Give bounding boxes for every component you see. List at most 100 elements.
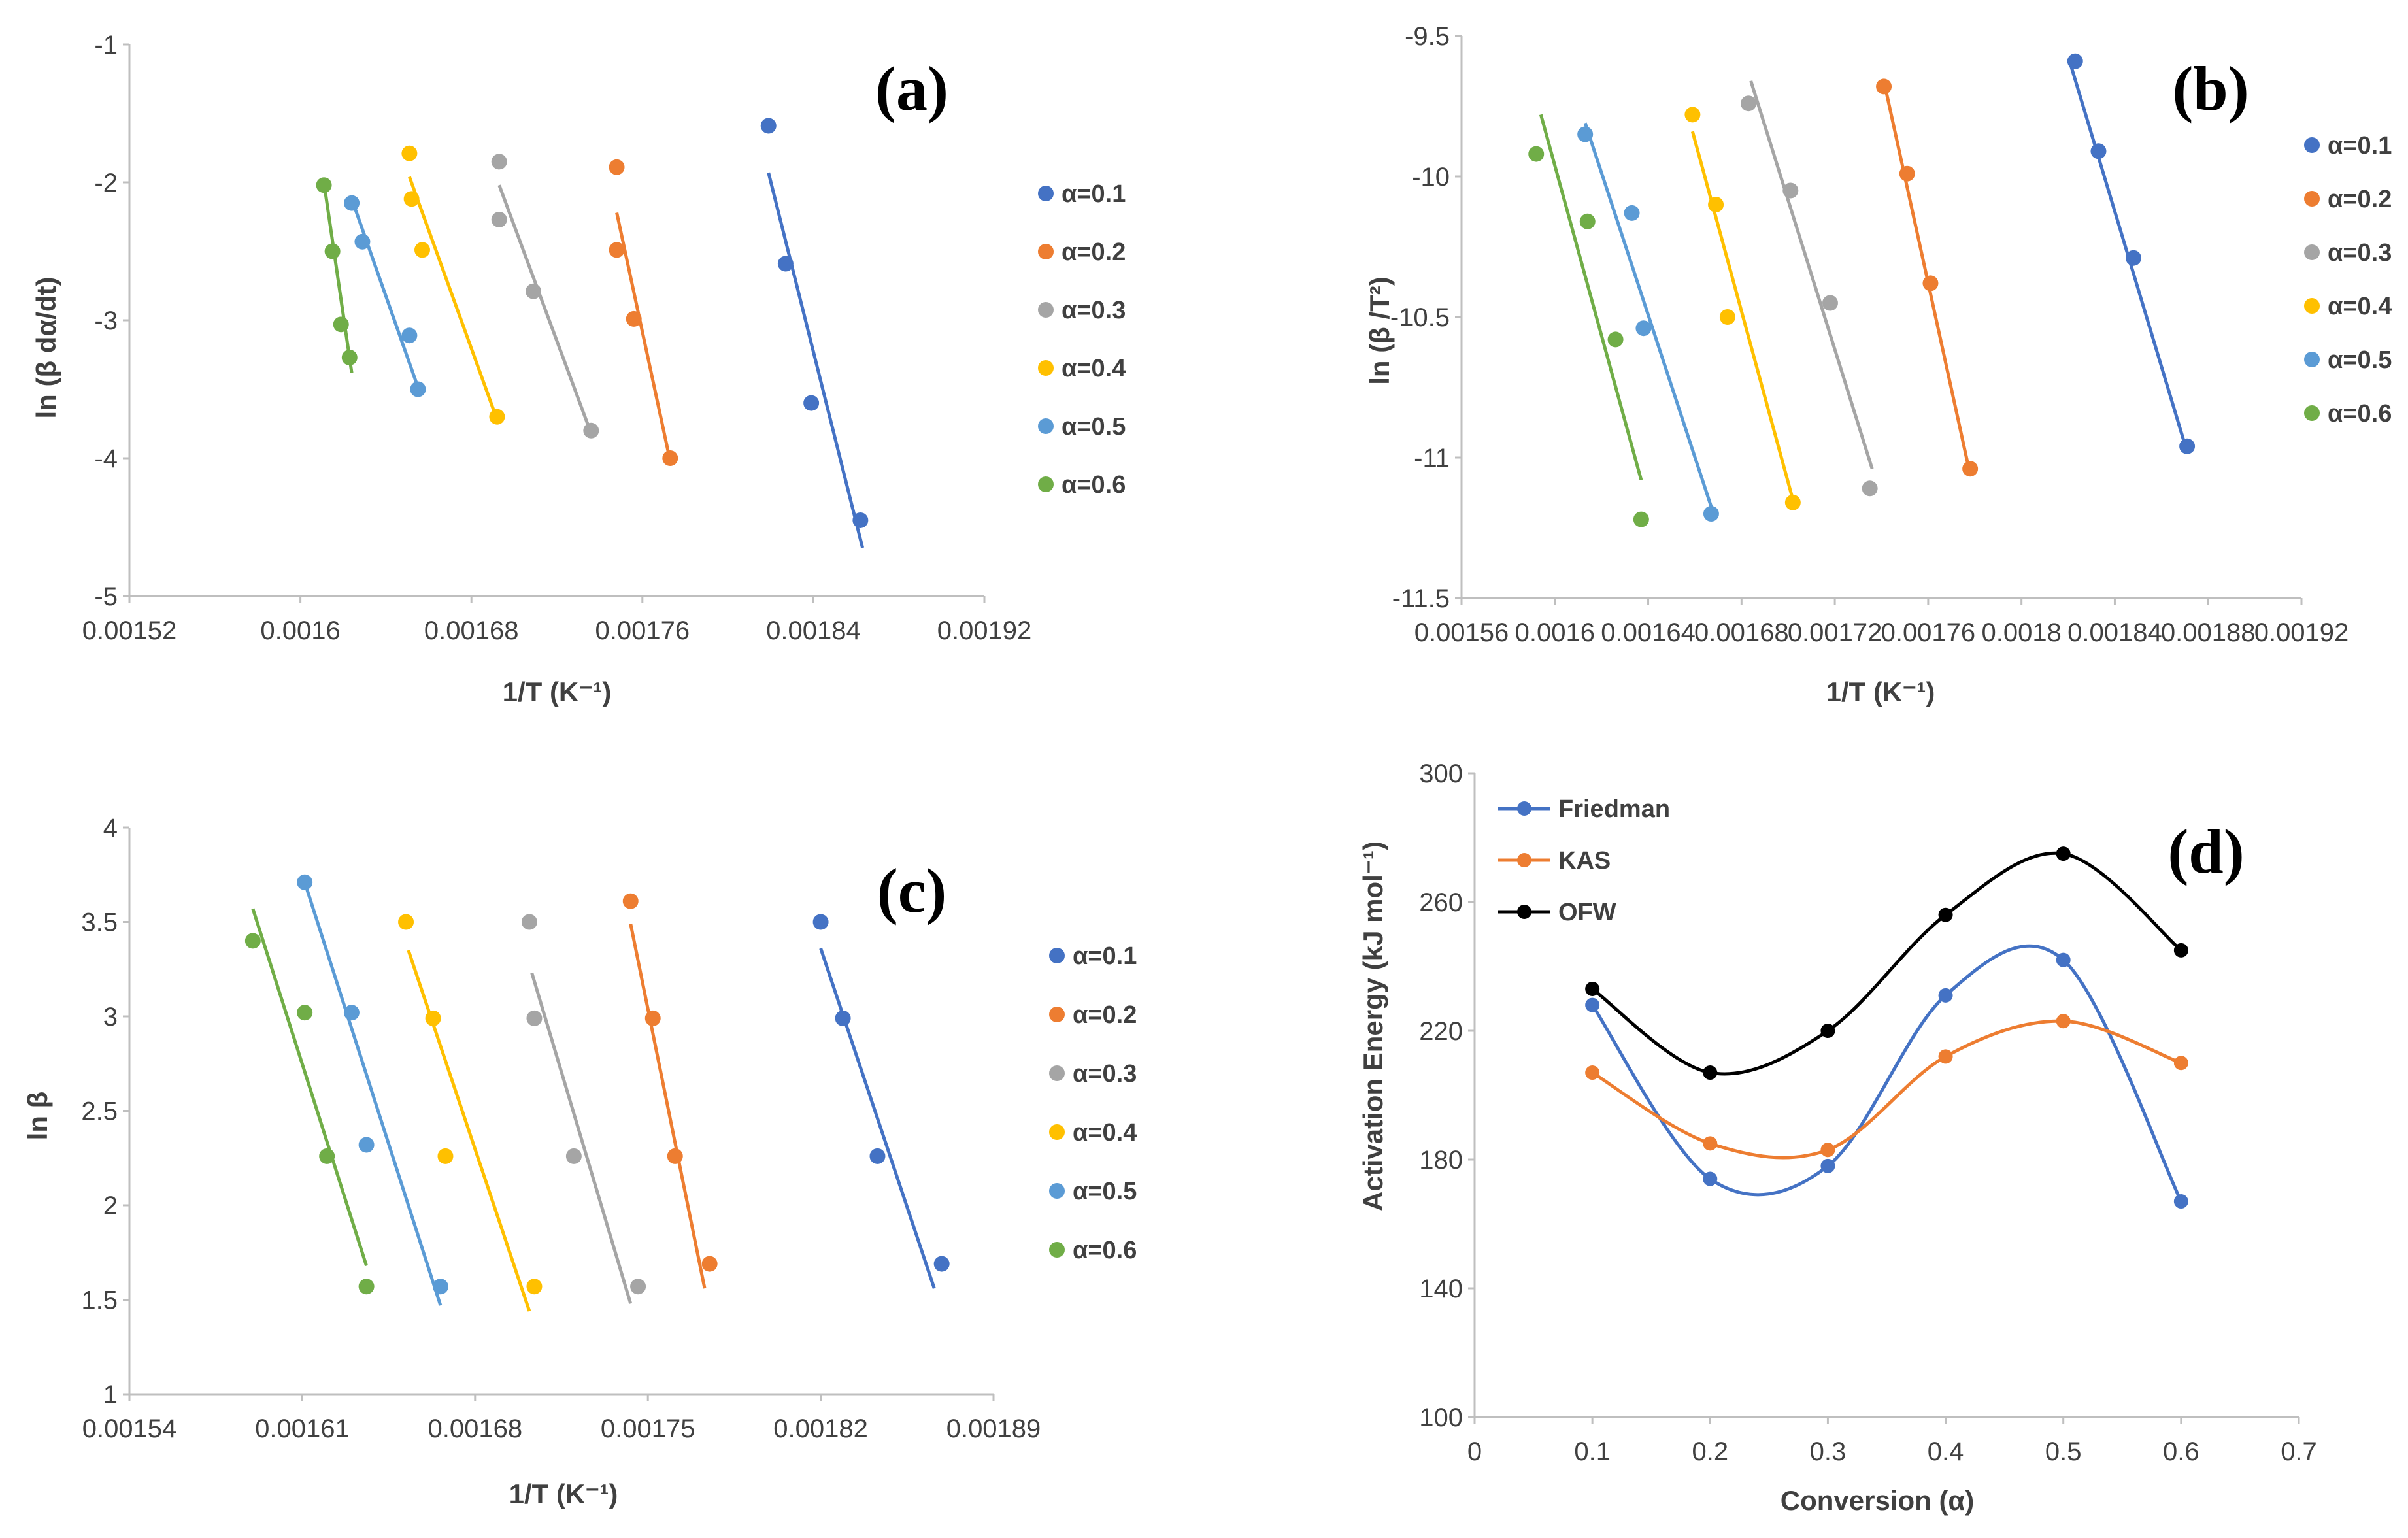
panel-c-data-point <box>622 893 639 909</box>
panel-b-data-point <box>1922 275 1939 292</box>
panel-a-legend-marker <box>1038 244 1054 259</box>
panel-a-data-point <box>491 211 507 227</box>
panel-d-x-tick-label: 0.4 <box>1928 1437 1964 1466</box>
panel-a-data-point <box>489 409 505 425</box>
panel-a-series-1 <box>760 118 869 548</box>
panel-c-data-point <box>869 1148 886 1164</box>
panel-c-x-tick-label: 0.00168 <box>428 1414 523 1443</box>
panel-a-legend-marker <box>1038 302 1054 318</box>
panel-b-y-tick-label: -10 <box>1412 163 1450 192</box>
panel-a-data-point <box>609 242 625 258</box>
panel-a-legend-label: α=0.6 <box>1062 471 1126 499</box>
panel-b-x-tick-label: 0.00184 <box>2067 618 2162 647</box>
panel-a-legend-entry: α=0.6 <box>1038 471 1126 499</box>
panel-c-data-point <box>297 874 313 890</box>
panel-d-legend-entry: Friedman <box>1498 795 1670 823</box>
panel-a-series-6 <box>316 177 358 373</box>
panel-d-data-point <box>2173 1056 2188 1071</box>
panel-c-data-point <box>933 1256 950 1272</box>
panel-b-legend-label: α=0.1 <box>2328 132 2392 159</box>
panel-c-series-1 <box>812 914 950 1289</box>
panel-c-data-point <box>297 1005 313 1021</box>
panel-c-legend-label: α=0.1 <box>1073 943 1137 970</box>
panel-d-x-tick-label: 0.5 <box>2045 1437 2082 1466</box>
panel-d-legend-marker <box>1517 801 1531 816</box>
panel-a-legend-marker <box>1038 186 1054 201</box>
panel-b-legend-marker <box>2304 137 2320 153</box>
panel-a-trendline <box>767 172 865 548</box>
panel-a-series-3 <box>491 154 599 439</box>
panel-c: (c) 1/T (K⁻¹) ln β 0.00154 0.00161 0.00168… <box>22 814 1137 1509</box>
panel-c-data-point <box>526 1010 543 1026</box>
panel-d-legend-label: OFW <box>1558 899 1616 926</box>
panel-c-legend-label: α=0.5 <box>1073 1178 1137 1205</box>
panel-b-legend-entry: α=0.5 <box>2304 346 2392 374</box>
panel-c-y-tick-label: 2 <box>103 1192 118 1220</box>
panel-b-legend-label: α=0.5 <box>2328 346 2392 374</box>
panel-b-series-4 <box>1684 107 1801 510</box>
panel-b-legend-marker <box>2304 405 2320 421</box>
panel-b-legend-label: α=0.2 <box>2328 186 2392 213</box>
panel-d-legend-entry: KAS <box>1498 847 1611 875</box>
panel-a-legend-entry: α=0.1 <box>1038 180 1126 208</box>
panel-a-x-tick-label: 0.00168 <box>424 616 519 645</box>
panel-c-y-tick-label: 1 <box>103 1380 118 1409</box>
panel-c-legend-marker <box>1049 1007 1065 1022</box>
panel-a-x-tick-label: 0.00152 <box>82 616 177 645</box>
panel-d-data-point <box>1585 1065 1600 1080</box>
panel-b-legend-label: α=0.3 <box>2328 239 2392 267</box>
panel-b-trendline <box>1539 114 1643 481</box>
panel-d-data-point <box>1938 907 1953 922</box>
panel-b-legend-entry: α=0.1 <box>2304 132 2392 159</box>
panel-c-legend-entry: α=0.2 <box>1049 1001 1137 1029</box>
panel-a-data-point <box>344 195 360 211</box>
panel-a-label: (a) <box>875 54 948 124</box>
panel-c-data-point <box>565 1148 582 1164</box>
panel-c-legend-marker <box>1049 1065 1065 1081</box>
panel-a-trendline <box>615 212 672 461</box>
panel-c-trendline <box>819 948 936 1289</box>
panel-b-y-tick-label: -11 <box>1414 444 1450 473</box>
panel-d-data-point <box>1703 1065 1718 1080</box>
panel-d-series-line <box>1591 851 2182 1076</box>
panel-a-trendline <box>497 184 593 434</box>
panel-d-data-point <box>1703 1136 1718 1151</box>
panel-c-x-tick-label: 0.00161 <box>255 1414 350 1443</box>
panel-c-x-tick-label: 0.00189 <box>946 1414 1041 1443</box>
panel-b-legend-label: α=0.4 <box>2328 293 2392 320</box>
panel-d-legend-marker <box>1517 853 1531 867</box>
panel-d-data-point <box>1938 1049 1953 1064</box>
panel-d-series-ofw <box>1585 846 2188 1080</box>
panel-c-x-axis-title: 1/T (K⁻¹) <box>509 1479 618 1509</box>
panel-a-x-tick-label: 0.00176 <box>595 616 690 645</box>
panel-d-x-tick-label: 0.2 <box>1692 1437 1728 1466</box>
panel-b-x-tick-label: 0.00168 <box>1694 618 1789 647</box>
panel-d-series-friedman <box>1585 944 2188 1209</box>
panel-b-x-tick-label: 0.00156 <box>1414 618 1509 647</box>
panel-d-x-tick-label: 0.7 <box>2281 1437 2317 1466</box>
panel-c-legend-label: α=0.2 <box>1073 1001 1137 1029</box>
panel-b-legend-marker <box>2304 298 2320 314</box>
panel-a-data-point <box>777 256 794 272</box>
panel-c-data-point <box>835 1010 851 1026</box>
panel-a-legend-label: α=0.3 <box>1062 297 1126 324</box>
panel-d-data-point <box>2056 846 2071 861</box>
panel-a-x-tick-label: 0.00184 <box>766 616 861 645</box>
panel-c-data-point <box>319 1148 335 1164</box>
panel-a-data-point <box>354 233 371 250</box>
panel-d-y-tick-label: 220 <box>1419 1017 1463 1046</box>
panel-c-data-point <box>358 1137 375 1153</box>
panel-b-trendline <box>1690 131 1797 509</box>
panel-a-data-point <box>662 450 678 466</box>
panel-a-trendline <box>350 198 422 394</box>
panel-d-legend-label: KAS <box>1558 847 1611 875</box>
panel-a-y-axis-title: ln (β dα/dt) <box>31 276 61 418</box>
panel-d-data-point <box>1585 981 1600 996</box>
panel-a-data-point <box>526 283 542 299</box>
panel-d-y-tick-label: 180 <box>1419 1146 1463 1175</box>
panel-c-data-point <box>812 914 829 930</box>
panel-d-x-axis-title: Conversion (α) <box>1781 1485 1975 1516</box>
panel-b-data-point <box>1684 107 1701 123</box>
panel-a-x-axis-title: 1/T (K⁻¹) <box>503 677 612 707</box>
